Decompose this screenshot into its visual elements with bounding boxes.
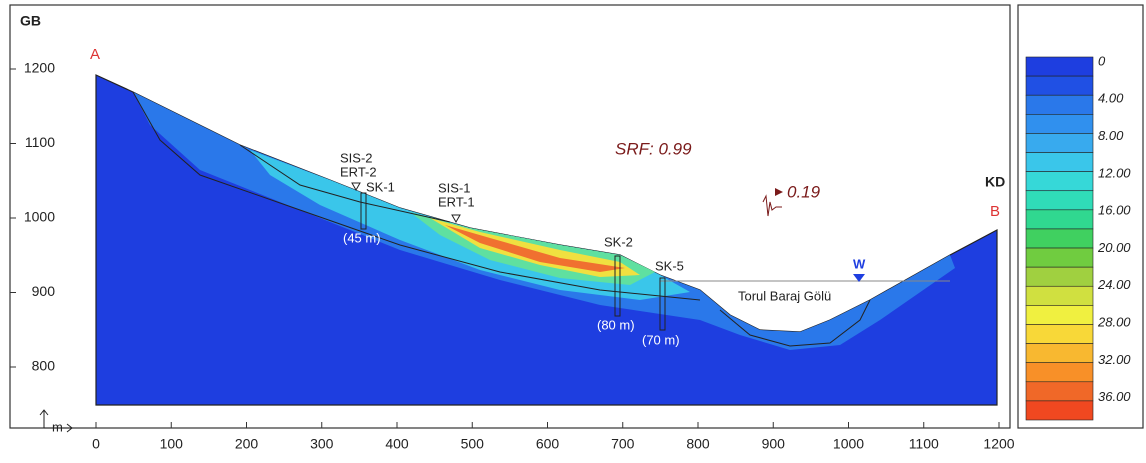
y-tick-label: 1200 xyxy=(24,60,55,76)
boreholes xyxy=(360,192,666,331)
legend-band xyxy=(1025,152,1094,172)
x-tick-label: 1100 xyxy=(909,436,939,452)
y-tick-label: 900 xyxy=(32,283,56,299)
legend-band xyxy=(1025,247,1094,268)
legend-label: 12.00 xyxy=(1098,165,1131,180)
failure-line xyxy=(132,91,701,301)
legend-band xyxy=(1025,343,1094,363)
label: GB xyxy=(20,13,41,29)
legend-band xyxy=(1025,75,1094,96)
lake-line xyxy=(719,299,871,347)
label: SIS-1 xyxy=(438,180,471,195)
failure-line xyxy=(239,144,451,223)
legend-label: 0 xyxy=(1098,53,1106,68)
label: W xyxy=(853,256,866,271)
label: SK-1 xyxy=(366,179,395,194)
label: 0.19 xyxy=(787,182,821,201)
legend-label: 8.00 xyxy=(1098,128,1124,143)
legend-band xyxy=(1025,94,1094,115)
legend-label: 4.00 xyxy=(1098,91,1124,106)
x-tick-label: 600 xyxy=(536,436,560,452)
legend-band xyxy=(1025,324,1094,344)
legend-band xyxy=(1025,190,1094,211)
label: SK-5 xyxy=(655,258,684,273)
orange-zone xyxy=(445,225,625,272)
label: A xyxy=(90,46,100,63)
water-symbol xyxy=(853,274,865,282)
legend-label: 16.00 xyxy=(1098,203,1131,218)
legend-band xyxy=(1025,114,1094,134)
label: ERT-2 xyxy=(340,164,377,179)
sis2-marker xyxy=(351,182,361,192)
legend-band xyxy=(1025,171,1094,192)
label: SIS-2 xyxy=(340,150,373,165)
legend-band xyxy=(1025,56,1094,77)
label: KD xyxy=(985,174,1005,190)
seismic-icon xyxy=(762,194,782,217)
weak-layer xyxy=(133,92,955,350)
y-tick-label: 1100 xyxy=(25,134,55,150)
x-tick-label: 1200 xyxy=(983,436,1014,452)
legend-band xyxy=(1025,228,1094,249)
x-tick-label: 300 xyxy=(310,436,334,452)
label: SRF: 0.99 xyxy=(615,139,692,158)
y-tick-label: 800 xyxy=(32,358,56,374)
x-unit: m xyxy=(52,419,63,434)
seismic-arrow xyxy=(775,188,783,196)
x-tick-label: 1000 xyxy=(833,436,864,452)
label: Torul Baraj Gölü xyxy=(738,288,831,303)
legend-label: 32.00 xyxy=(1098,352,1131,367)
x-tick-label: 200 xyxy=(235,436,259,452)
legend-band xyxy=(1025,285,1094,306)
unit-arrows xyxy=(39,409,73,433)
label: B xyxy=(990,203,1000,220)
legend-band xyxy=(1025,362,1094,383)
sis1-marker xyxy=(451,214,461,224)
legend-band xyxy=(1025,305,1094,325)
legend-band xyxy=(1025,400,1094,421)
x-tick-label: 500 xyxy=(461,436,485,452)
x-tick-label: 100 xyxy=(160,436,184,452)
legend-label: 24.00 xyxy=(1097,277,1131,292)
legend-band xyxy=(1025,133,1094,153)
x-tick-label: 700 xyxy=(611,436,635,452)
legend-band xyxy=(1025,381,1094,402)
x-tick-label: 800 xyxy=(686,436,710,452)
label: SK-2 xyxy=(604,234,633,249)
label: (45 m) xyxy=(343,230,381,245)
y-tick-label: 1000 xyxy=(24,209,55,225)
label: ERT-1 xyxy=(438,194,475,209)
legend-band xyxy=(1025,266,1094,287)
legend-label: 28.00 xyxy=(1097,315,1131,330)
legend-label: 20.00 xyxy=(1097,240,1131,255)
x-tick-label: 900 xyxy=(762,436,786,452)
label: (80 m) xyxy=(597,317,635,332)
x-tick-label: 0 xyxy=(92,436,100,452)
legend-band xyxy=(1025,209,1094,230)
x-tick-label: 400 xyxy=(385,436,409,452)
legend-label: 36.00 xyxy=(1098,389,1131,404)
label: (70 m) xyxy=(642,332,680,347)
